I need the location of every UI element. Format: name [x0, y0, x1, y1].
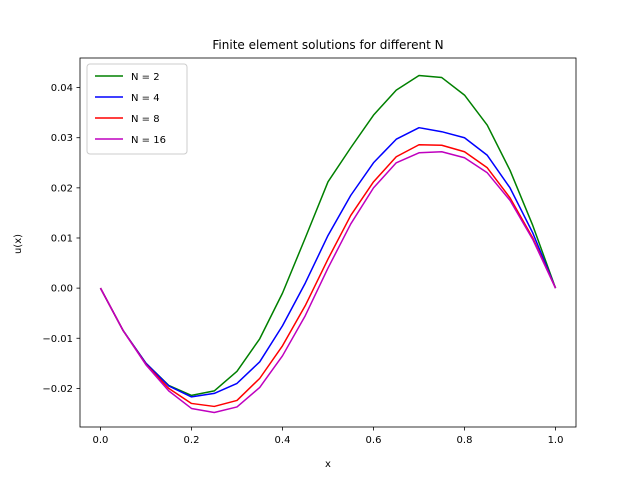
legend: N = 2 N = 4 N = 8 N = 16 — [86, 63, 188, 155]
plot-frame — [79, 57, 577, 428]
y-tick-label-6: 0.04 — [51, 83, 73, 94]
series-line-3 — [99, 143, 557, 408]
y-tick-label-1: −0.01 — [42, 334, 73, 345]
legend-label-3: N = 8 — [131, 114, 160, 125]
legend-box — [86, 63, 188, 155]
x-tick-label-5: 1.0 — [548, 435, 564, 446]
plot-area — [79, 57, 577, 428]
y-axis-label: u(x) — [13, 234, 24, 254]
x-tick-label-3: 0.6 — [366, 435, 382, 446]
x-tick-label-1: 0.2 — [184, 435, 200, 446]
y-axis: −0.02 −0.01 0.00 0.01 0.02 0.03 0.04 — [42, 83, 80, 395]
y-tick-label-3: 0.01 — [51, 233, 73, 244]
x-tick-label-2: 0.4 — [275, 435, 291, 446]
chart-title: Finite element solutions for different N — [212, 38, 443, 52]
x-axis-label: x — [325, 459, 331, 470]
legend-label-4: N = 16 — [131, 135, 166, 146]
legend-label-1: N = 2 — [131, 72, 160, 83]
y-tick-label-4: 0.02 — [51, 183, 73, 194]
x-tick-label-4: 0.8 — [457, 435, 473, 446]
y-tick-label-5: 0.03 — [51, 133, 73, 144]
y-tick-label-0: −0.02 — [42, 384, 73, 395]
series-line-4 — [99, 151, 557, 414]
series-line-2 — [99, 126, 557, 398]
y-tick-label-2: 0.00 — [51, 284, 73, 295]
x-tick-label-0: 0.0 — [93, 435, 109, 446]
legend-label-2: N = 4 — [131, 93, 160, 104]
x-axis: 0.0 0.2 0.4 0.6 0.8 1.0 — [93, 427, 564, 446]
series-line-1 — [99, 74, 557, 397]
